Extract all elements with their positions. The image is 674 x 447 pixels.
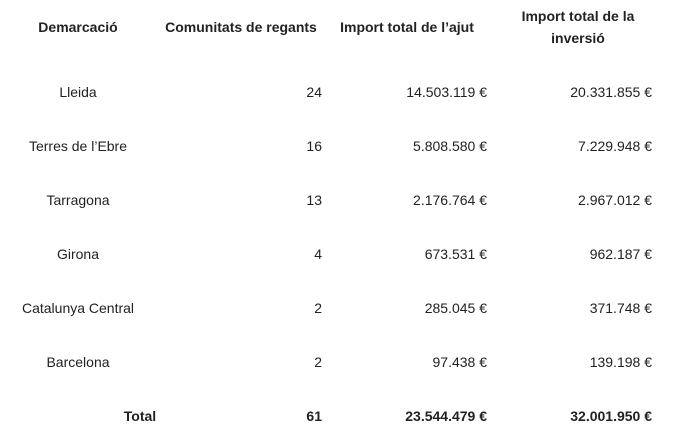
table-cell-demarcacio: Barcelona bbox=[46, 354, 110, 370]
table-cell-inversio: 7.229.948 € bbox=[578, 138, 652, 154]
header-import-inversio: Import total de la inversió bbox=[521, 8, 635, 46]
header-demarcacio: Demarcació bbox=[38, 19, 118, 35]
table-cell-inversio: 20.331.855 € bbox=[570, 84, 652, 100]
table-cell-comunitats: 16 bbox=[306, 138, 322, 154]
table-cell-demarcacio: Girona bbox=[56, 246, 100, 262]
total-comunitats: 61 bbox=[306, 408, 322, 424]
table-cell-ajut: 14.503.119 € bbox=[406, 84, 487, 100]
table-cell-ajut: 97.438 € bbox=[432, 354, 488, 370]
header-import-ajut: Import total de l’ajut bbox=[340, 19, 474, 35]
table-cell-demarcacio: Catalunya Central bbox=[21, 300, 135, 316]
total-label: Total bbox=[123, 408, 157, 424]
table-cell-ajut: 2.176.764 € bbox=[413, 192, 487, 208]
table-cell-comunitats: 13 bbox=[306, 192, 322, 208]
table-cell-ajut: 673.531 € bbox=[424, 246, 487, 262]
table-cell-inversio: 139.198 € bbox=[589, 354, 652, 370]
table-cell-comunitats: 2 bbox=[314, 354, 322, 370]
table-cell-ajut: 5.808.580 € bbox=[413, 138, 487, 154]
total-inversio: 32.001.950 € bbox=[570, 408, 652, 424]
total-ajut: 23.544.479 € bbox=[405, 408, 487, 424]
table-cell-ajut: 285.045 € bbox=[424, 300, 487, 316]
table-cell-inversio: 371.748 € bbox=[589, 300, 652, 316]
table-cell-demarcacio: Tarragona bbox=[46, 192, 110, 208]
table-cell-comunitats: 24 bbox=[306, 84, 322, 100]
table-cell-demarcacio: Terres de l’Ebre bbox=[28, 138, 128, 154]
table-cell-comunitats: 2 bbox=[314, 300, 322, 316]
header-comunitats: Comunitats de regants bbox=[165, 19, 317, 35]
table-cell-demarcacio: Lleida bbox=[59, 84, 97, 100]
table-cell-inversio: 962.187 € bbox=[589, 246, 652, 262]
table-cell-comunitats: 4 bbox=[314, 246, 322, 262]
table-cell-inversio: 2.967.012 € bbox=[578, 192, 652, 208]
